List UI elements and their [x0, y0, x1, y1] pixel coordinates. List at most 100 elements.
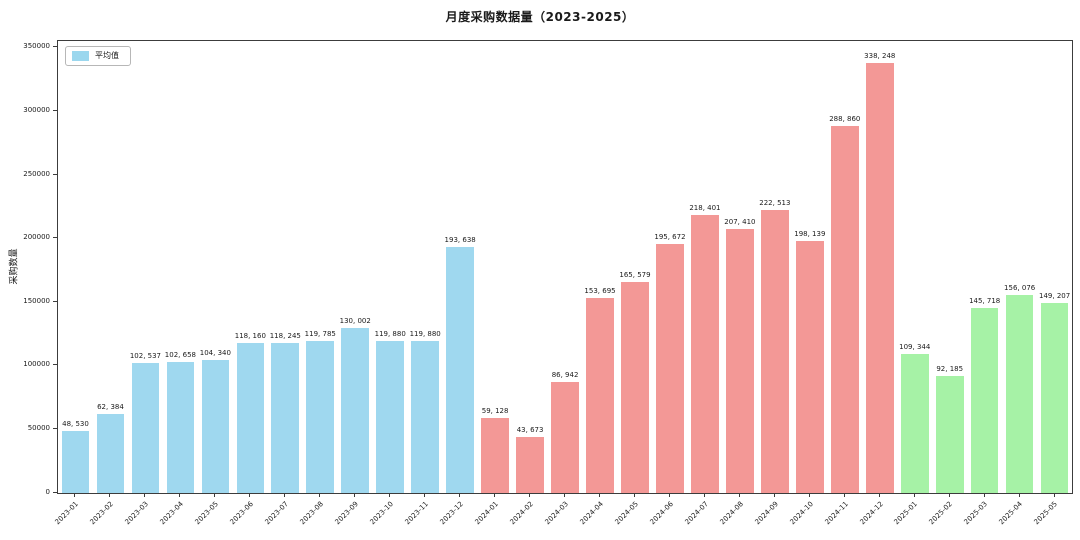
bar-value-label: 145, 718	[969, 296, 1001, 305]
bar-2023-03	[131, 362, 160, 493]
bar-2024-10	[796, 241, 824, 493]
x-tick-mark	[354, 493, 356, 497]
x-tick-mark	[599, 493, 601, 497]
x-tick-label: 2024-05	[613, 500, 640, 527]
bar-2024-01	[481, 417, 509, 493]
bar-value-label: 86, 942	[551, 371, 579, 380]
x-tick-mark	[74, 493, 76, 497]
x-tick-cell: 2023-01	[54, 493, 92, 539]
x-tick-label: 2024-07	[683, 500, 710, 527]
x-tick-cell: 2024-06	[648, 493, 686, 539]
bar-slot: 130, 002	[338, 41, 373, 493]
x-tick-mark	[1018, 493, 1020, 497]
bar-value-label: 43, 673	[516, 426, 544, 435]
x-tick-label: 2023-05	[193, 500, 221, 527]
x-tick-mark	[878, 493, 880, 497]
x-tick-label: 2025-03	[962, 500, 990, 527]
x-tick-mark	[808, 493, 810, 497]
y-tick-label: 100000	[23, 360, 50, 369]
bar-slot: 145, 718	[967, 41, 1002, 493]
y-tick-label: 150000	[23, 296, 50, 305]
bar-slot: 207, 410	[722, 41, 757, 493]
x-tick-label: 2023-09	[333, 500, 360, 527]
bar-slot: 102, 658	[163, 41, 198, 493]
bar-2024-12	[865, 62, 894, 493]
x-tick-mark	[633, 493, 635, 497]
x-axis: 2023-01 2023-02 2023-03 2023-04 2023-05 2023-…	[54, 493, 1071, 539]
bar-slot: 338, 248	[862, 41, 897, 493]
x-tick-label: 2024-04	[578, 500, 605, 527]
bar-value-label: 156, 076	[1004, 283, 1036, 292]
x-tick-cell: 2024-01	[473, 493, 512, 539]
x-tick-cell: 2024-10	[788, 493, 826, 539]
bar-value-label: 118, 160	[234, 331, 266, 340]
bar-value-label: 62, 384	[97, 402, 124, 411]
x-tick-cell: 2024-08	[718, 493, 756, 539]
bar-2023-02	[96, 413, 125, 493]
bar-2023-04	[166, 362, 195, 493]
bar-value-label: 338, 248	[864, 51, 896, 60]
x-tick-cell: 2025-01	[893, 493, 931, 539]
bar-slot: 156, 076	[1002, 41, 1037, 493]
bar-2025-03	[970, 307, 999, 493]
bar-slot: 149, 207	[1037, 41, 1072, 493]
bar-value-label: 109, 344	[899, 342, 931, 351]
bar-slot: 102, 537	[128, 41, 163, 493]
bar-value-label: 118, 245	[269, 331, 301, 340]
y-tick-mark	[53, 237, 57, 239]
y-tick-mark	[53, 491, 57, 493]
bar-2023-06	[236, 342, 265, 493]
x-tick-cell: 2024-12	[858, 493, 896, 539]
x-tick-mark	[319, 493, 321, 497]
bar-slot: 222, 513	[757, 41, 792, 493]
chart-title: 月度采购数据量（2023-2025）	[445, 10, 635, 24]
bar-value-label: 198, 139	[794, 230, 826, 239]
x-tick-mark	[564, 493, 566, 497]
x-tick-label: 2024-10	[788, 500, 815, 527]
x-tick-cell: 2023-07	[264, 493, 302, 539]
x-tick-mark	[983, 493, 985, 497]
x-tick-mark	[703, 493, 705, 497]
bar-2024-09	[761, 210, 789, 493]
x-tick-cell: 2023-04	[158, 493, 197, 539]
x-tick-cell: 2023-12	[438, 493, 477, 539]
bar-2023-07	[271, 342, 300, 493]
x-tick-mark	[843, 493, 845, 497]
x-tick-cell: 2023-09	[333, 493, 372, 539]
bar-2024-08	[726, 229, 754, 493]
y-tick-mark	[53, 364, 57, 366]
bar-2024-11	[830, 125, 859, 493]
x-tick-cell: 2025-03	[962, 493, 1001, 539]
bar-value-label: 48, 530	[62, 420, 89, 429]
plot-area: 48, 530 62, 384 102, 537 102, 658 104, 340 11…	[57, 40, 1073, 494]
bar-value-label: 59, 128	[481, 406, 509, 415]
bar-value-label: 165, 579	[619, 271, 651, 280]
y-tick-mark	[53, 46, 57, 48]
bar-slot: 104, 340	[198, 41, 233, 493]
x-tick-label: 2023-04	[158, 500, 186, 527]
bar-slot: 109, 344	[897, 41, 932, 493]
x-tick-mark	[144, 493, 146, 497]
x-tick-label: 2024-06	[648, 500, 675, 527]
bar-value-label: 153, 695	[584, 286, 616, 295]
x-tick-cell: 2023-06	[229, 493, 267, 539]
x-tick-cell: 2024-03	[543, 493, 582, 539]
bar-slot: 193, 638	[443, 41, 478, 493]
x-tick-label: 2024-11	[823, 500, 850, 527]
x-tick-label: 2024-02	[508, 500, 535, 527]
x-tick-label: 2023-08	[298, 500, 325, 527]
x-tick-cell: 2023-08	[298, 493, 337, 539]
bar-value-label: 104, 340	[199, 349, 231, 358]
bar-2025-02	[935, 375, 964, 493]
bar-slot: 62, 384	[93, 41, 128, 493]
x-tick-label: 2025-04	[997, 500, 1025, 527]
y-tick-mark	[53, 300, 57, 302]
x-tick-label: 2023-10	[368, 500, 395, 527]
x-tick-label: 2025-02	[928, 500, 955, 527]
x-tick-mark	[668, 493, 670, 497]
bar-2024-06	[656, 244, 684, 493]
bar-slot: 118, 160	[233, 41, 268, 493]
bar-2023-11	[411, 340, 439, 493]
bar-slot: 86, 942	[548, 41, 583, 493]
x-tick-cell: 2023-02	[89, 493, 127, 539]
